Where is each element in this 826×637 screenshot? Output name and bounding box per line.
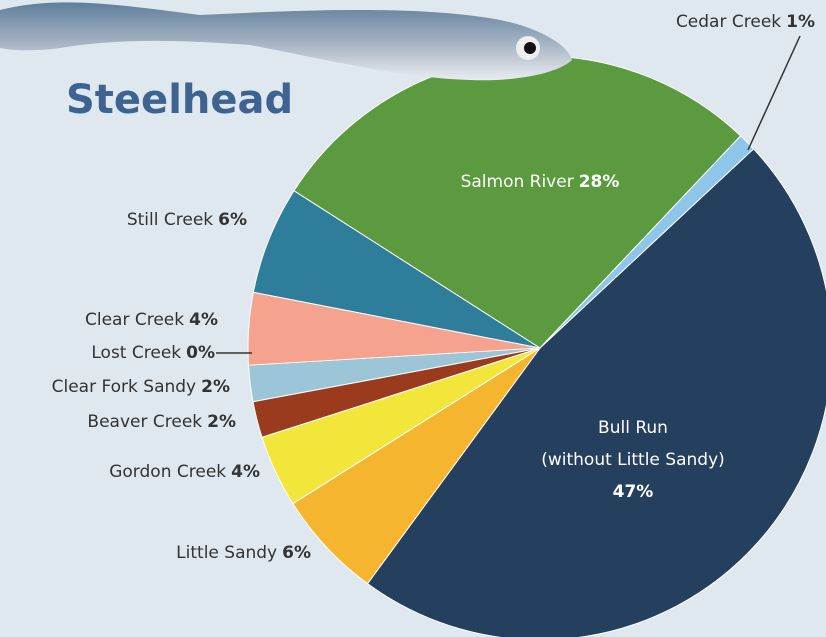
annotation: (without Little Sandy)	[541, 450, 725, 470]
slice-label: Clear Creek 4%	[85, 310, 218, 330]
pie-slice	[539, 135, 755, 349]
slice-label: Beaver Creek 2%	[87, 412, 236, 432]
category-name: Little Sandy	[176, 543, 277, 563]
chart-title: Steelhead	[66, 77, 293, 123]
category-name: Gordon Creek	[109, 462, 226, 482]
value-label: 6%	[218, 210, 247, 230]
slice-label: Little Sandy 6%	[176, 543, 311, 563]
value-label: 4%	[231, 462, 260, 482]
value-label: 2%	[207, 412, 236, 432]
fish	[0, 2, 572, 81]
value-label: 4%	[189, 310, 218, 330]
category-name: Lost Creek	[91, 343, 181, 363]
category-name: Clear Fork Sandy	[52, 377, 197, 397]
slice-label: Still Creek 6%	[127, 210, 247, 230]
category-name: Cedar Creek	[676, 12, 781, 32]
value-label: 1%	[786, 12, 815, 32]
category-name: Clear Creek	[85, 310, 184, 330]
category-name: Salmon River	[461, 172, 574, 192]
leader-line	[747, 35, 801, 151]
category-name: Beaver Creek	[87, 412, 202, 432]
slice-label: Lost Creek 0%	[91, 343, 215, 363]
slice-label: Cedar Creek 1%	[676, 12, 815, 32]
slice-label: Gordon Creek 4%	[109, 462, 260, 482]
value-label: 6%	[282, 543, 311, 563]
slice-label: Clear Fork Sandy 2%	[52, 377, 230, 397]
category-name: Still Creek	[127, 210, 213, 230]
labels: Little Sandy 6%Gordon Creek 4%Beaver Creek…	[52, 12, 815, 563]
pie	[247, 55, 826, 637]
fish-body	[0, 2, 572, 81]
value-label: 2%	[201, 377, 230, 397]
slice-label: Salmon River 28%	[461, 172, 620, 192]
pie-slice	[366, 148, 826, 637]
value-label: 47%	[613, 482, 654, 502]
fish-pupil	[524, 42, 536, 54]
slice-label: Bull Run	[598, 418, 668, 438]
value-label: 28%	[579, 172, 620, 192]
value-label: 0%	[186, 343, 215, 363]
